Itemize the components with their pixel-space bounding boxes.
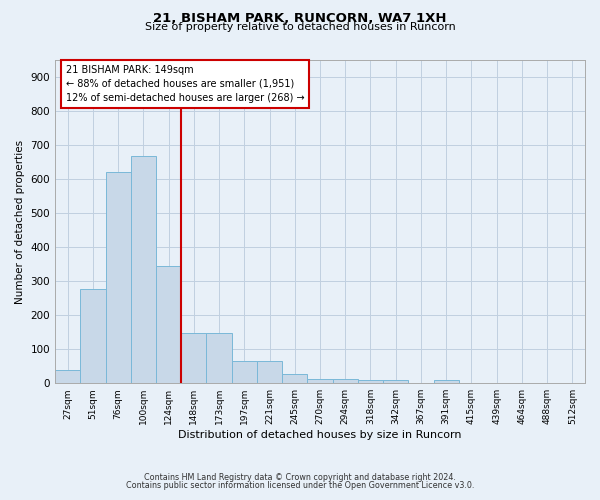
Bar	[156, 266, 181, 383]
Bar	[383, 380, 409, 383]
X-axis label: Distribution of detached houses by size in Runcorn: Distribution of detached houses by size …	[178, 430, 462, 440]
Bar	[332, 379, 358, 383]
Bar	[55, 370, 80, 383]
Text: 21, BISHAM PARK, RUNCORN, WA7 1XH: 21, BISHAM PARK, RUNCORN, WA7 1XH	[153, 12, 447, 26]
Bar	[80, 288, 106, 383]
Text: Size of property relative to detached houses in Runcorn: Size of property relative to detached ho…	[145, 22, 455, 32]
Bar	[206, 333, 232, 383]
Bar	[434, 380, 459, 383]
Y-axis label: Number of detached properties: Number of detached properties	[15, 140, 25, 304]
Bar	[307, 379, 332, 383]
Bar	[282, 374, 307, 383]
Text: Contains HM Land Registry data © Crown copyright and database right 2024.: Contains HM Land Registry data © Crown c…	[144, 472, 456, 482]
Bar	[257, 361, 282, 383]
Bar	[131, 156, 156, 383]
Bar	[181, 333, 206, 383]
Bar	[106, 172, 131, 383]
Text: 21 BISHAM PARK: 149sqm
← 88% of detached houses are smaller (1,951)
12% of semi-: 21 BISHAM PARK: 149sqm ← 88% of detached…	[65, 65, 304, 103]
Bar	[232, 361, 257, 383]
Text: Contains public sector information licensed under the Open Government Licence v3: Contains public sector information licen…	[126, 481, 474, 490]
Bar	[358, 380, 383, 383]
